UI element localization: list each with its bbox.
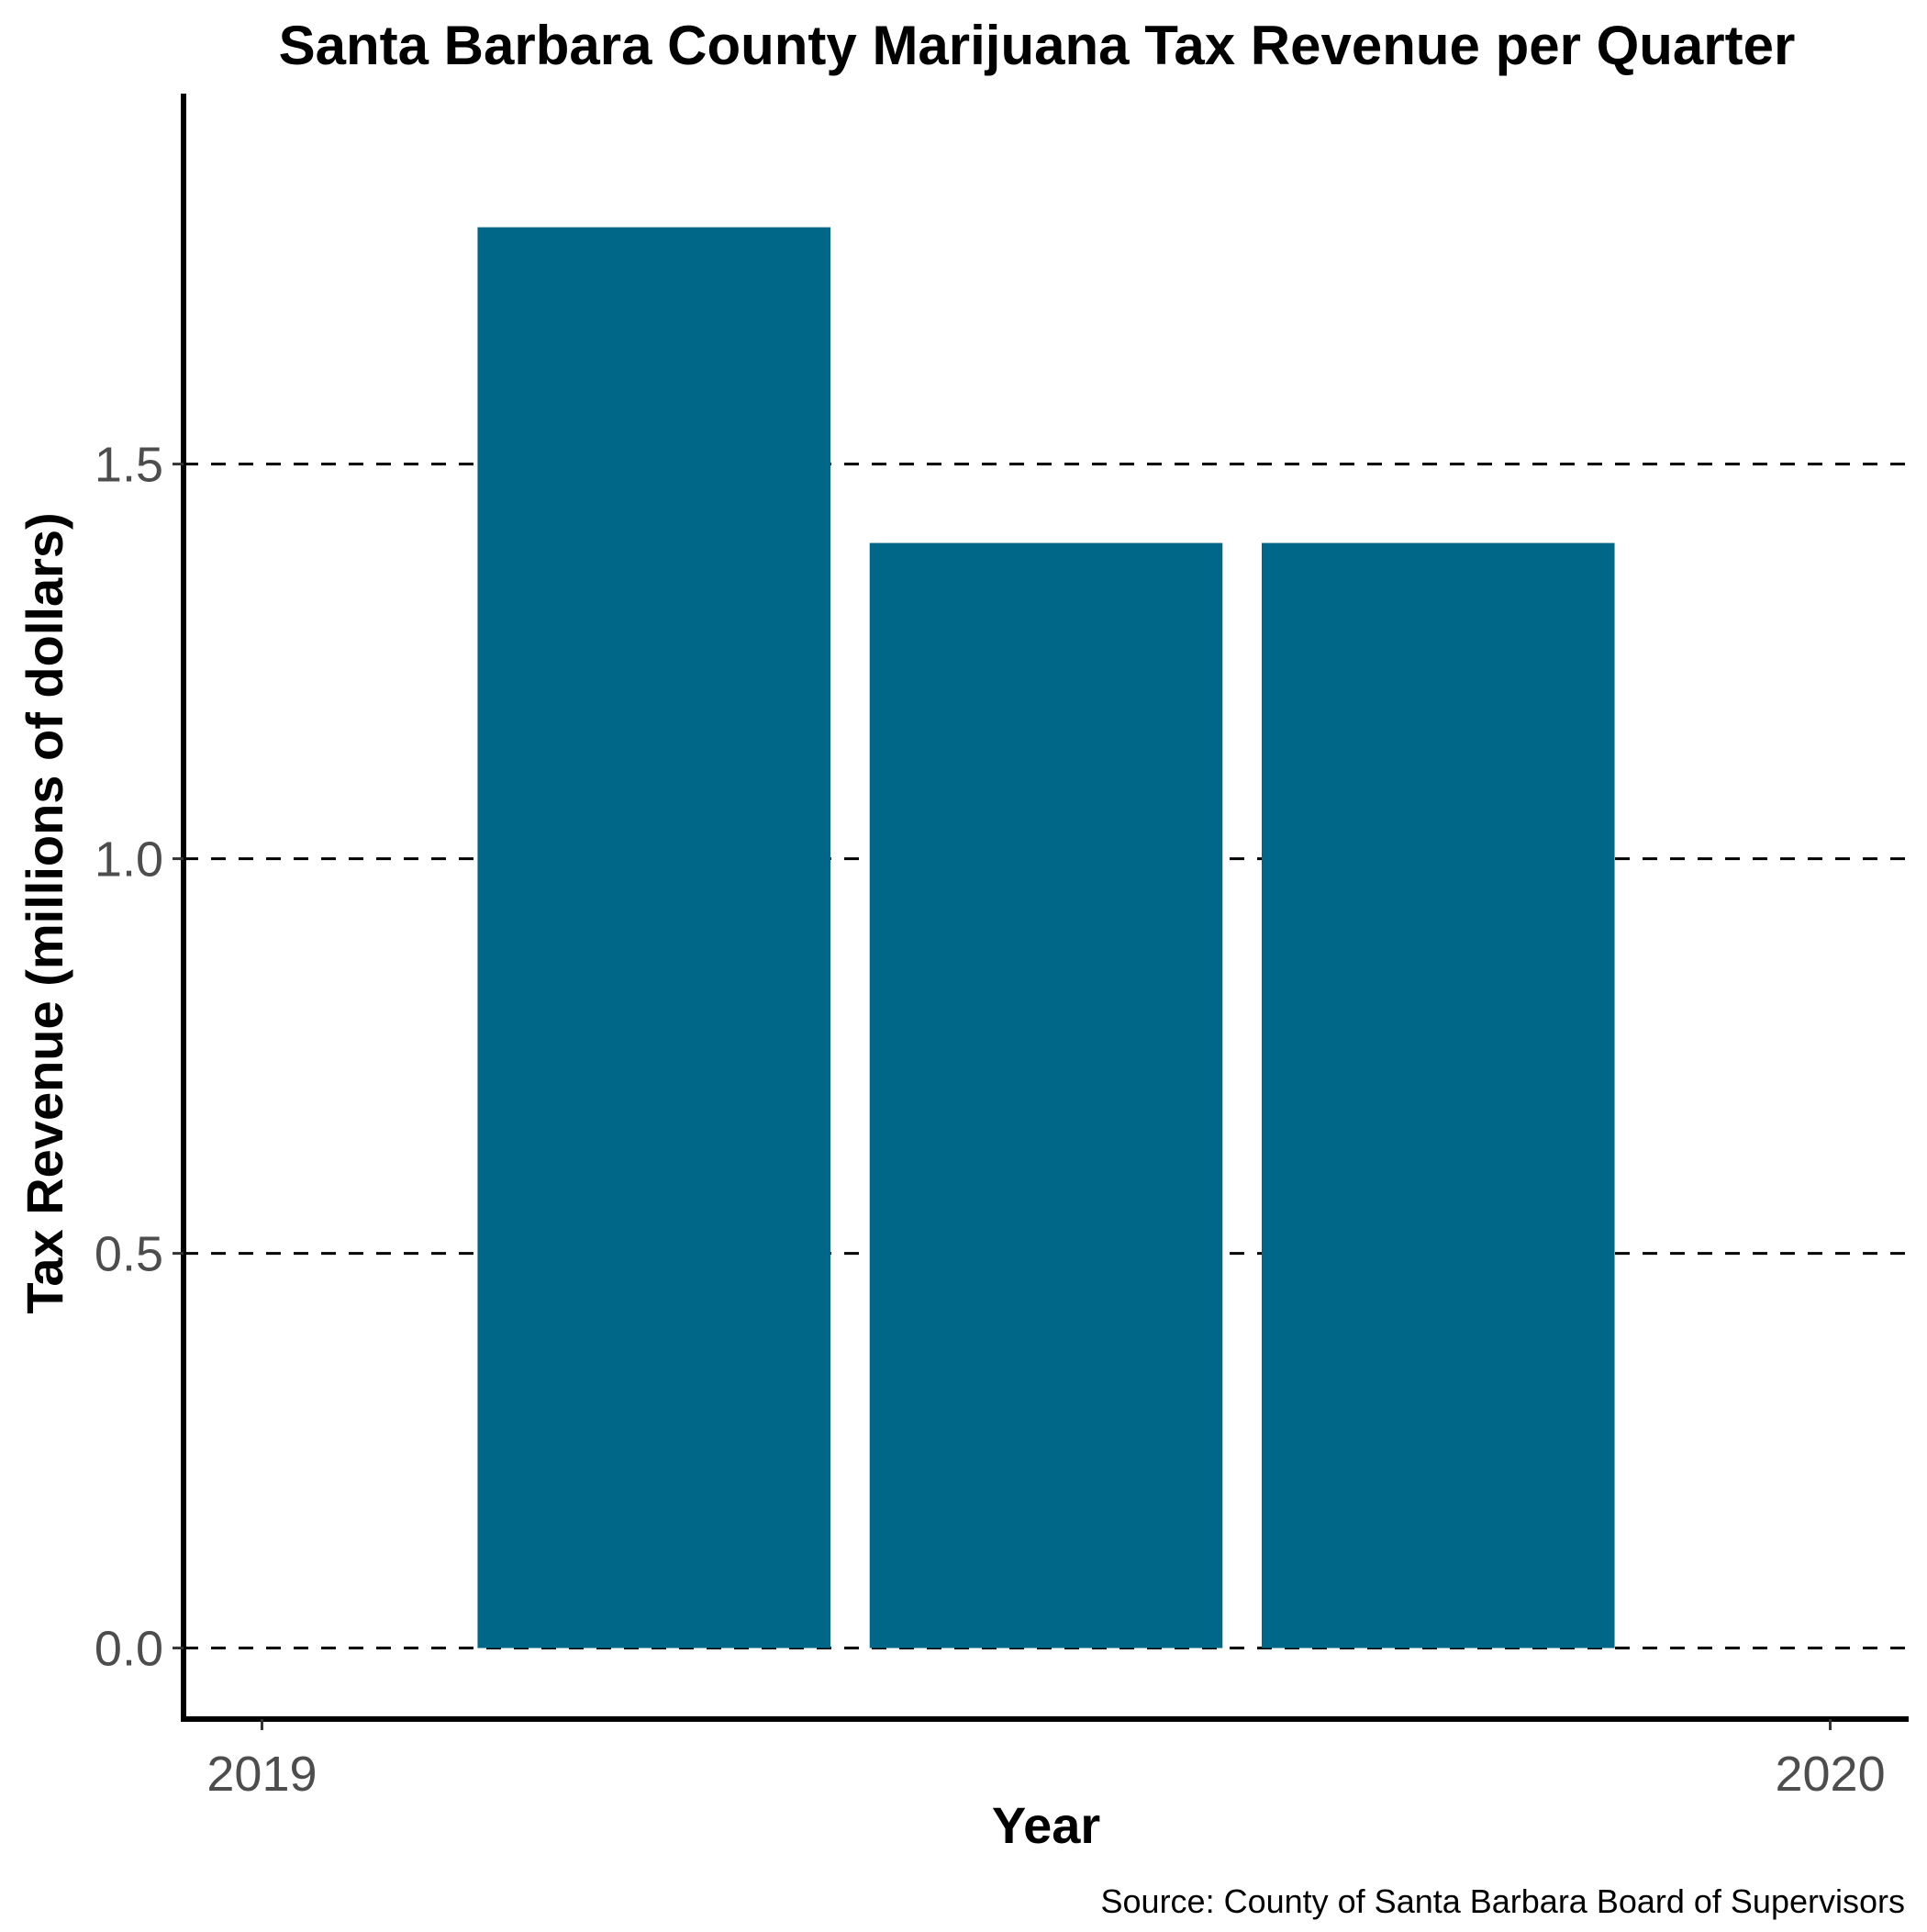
bars bbox=[477, 227, 1615, 1648]
x-axis-ticks: 2019 2020 bbox=[206, 1719, 1886, 1802]
axes bbox=[181, 94, 1909, 1722]
y-axis-ticks: 0.0 0.5 1.0 1.5 bbox=[95, 438, 184, 1677]
x-axis-title: Year bbox=[992, 1796, 1100, 1854]
y-tick-label: 0.0 bbox=[95, 1622, 163, 1677]
bar-2 bbox=[869, 542, 1223, 1648]
x-tick-label: 2020 bbox=[1775, 1747, 1885, 1802]
y-tick-label: 1.0 bbox=[95, 832, 163, 888]
source-caption: Source: County of Santa Barbara Board of… bbox=[1101, 1882, 1905, 1920]
y-axis-title: Tax Revenue (millions of dollars) bbox=[16, 512, 73, 1313]
x-tick-label: 2019 bbox=[206, 1747, 317, 1802]
y-tick-label: 0.5 bbox=[95, 1227, 163, 1282]
bar-3 bbox=[1262, 542, 1615, 1648]
chart-title: Santa Barbara County Marijuana Tax Reven… bbox=[279, 15, 1796, 76]
bar-1 bbox=[477, 227, 830, 1648]
y-tick-label: 1.5 bbox=[95, 438, 163, 493]
